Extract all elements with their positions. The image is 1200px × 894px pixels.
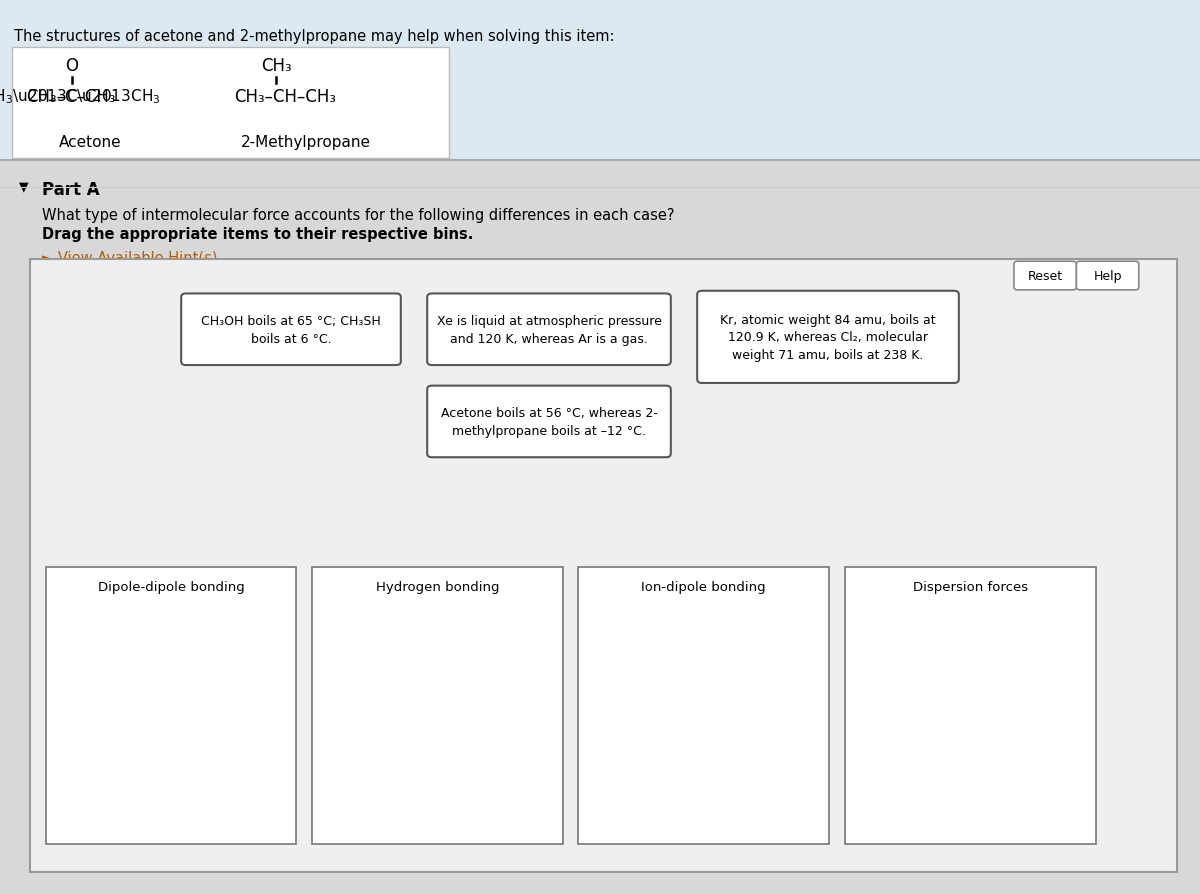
FancyBboxPatch shape bbox=[12, 48, 449, 159]
Text: Acetone boils at 56 °C, whereas 2-
methylpropane boils at –12 °C.: Acetone boils at 56 °C, whereas 2- methy… bbox=[440, 407, 658, 437]
Text: CH₃–C–CH₃: CH₃–C–CH₃ bbox=[26, 88, 116, 105]
FancyBboxPatch shape bbox=[0, 0, 1200, 161]
Text: CH₃OH boils at 65 °C; CH₃SH
boils at 6 °C.: CH₃OH boils at 65 °C; CH₃SH boils at 6 °… bbox=[202, 315, 380, 345]
FancyBboxPatch shape bbox=[46, 568, 296, 844]
FancyBboxPatch shape bbox=[697, 291, 959, 384]
FancyBboxPatch shape bbox=[427, 386, 671, 458]
FancyBboxPatch shape bbox=[312, 568, 563, 844]
Text: Drag the appropriate items to their respective bins.: Drag the appropriate items to their resp… bbox=[42, 227, 473, 242]
FancyBboxPatch shape bbox=[181, 294, 401, 366]
Text: Help: Help bbox=[1093, 270, 1122, 283]
Text: Ion-dipole bonding: Ion-dipole bonding bbox=[642, 580, 766, 594]
FancyBboxPatch shape bbox=[845, 568, 1096, 844]
Text: ► View Available Hint(s): ► View Available Hint(s) bbox=[42, 250, 217, 266]
Text: The structures of acetone and 2-methylpropane may help when solving this item:: The structures of acetone and 2-methylpr… bbox=[14, 29, 614, 44]
Text: Kr, atomic weight 84 amu, boils at
120.9 K, whereas Cl₂, molecular
weight 71 amu: Kr, atomic weight 84 amu, boils at 120.9… bbox=[720, 314, 936, 361]
Text: ▼: ▼ bbox=[19, 181, 29, 194]
FancyBboxPatch shape bbox=[1014, 262, 1076, 291]
FancyBboxPatch shape bbox=[427, 294, 671, 366]
Text: 2-Methylpropane: 2-Methylpropane bbox=[241, 135, 371, 150]
Text: Hydrogen bonding: Hydrogen bonding bbox=[376, 580, 499, 594]
FancyBboxPatch shape bbox=[1076, 262, 1139, 291]
Text: Dipole-dipole bonding: Dipole-dipole bonding bbox=[97, 580, 245, 594]
Text: CH₃: CH₃ bbox=[260, 57, 292, 75]
Text: What type of intermolecular force accounts for the following differences in each: What type of intermolecular force accoun… bbox=[42, 207, 674, 223]
Text: Reset: Reset bbox=[1027, 270, 1063, 283]
Text: Dispersion forces: Dispersion forces bbox=[913, 580, 1027, 594]
Text: Acetone: Acetone bbox=[59, 135, 121, 150]
Text: CH$_3$\u2013C\u2013CH$_3$: CH$_3$\u2013C\u2013CH$_3$ bbox=[0, 88, 161, 105]
Text: CH₃–CH–CH₃: CH₃–CH–CH₃ bbox=[234, 88, 336, 105]
Text: Part A: Part A bbox=[42, 181, 100, 198]
Text: Xe is liquid at atmospheric pressure
and 120 K, whereas Ar is a gas.: Xe is liquid at atmospheric pressure and… bbox=[437, 315, 661, 345]
Text: O: O bbox=[66, 57, 78, 75]
FancyBboxPatch shape bbox=[30, 260, 1177, 872]
FancyBboxPatch shape bbox=[578, 568, 829, 844]
